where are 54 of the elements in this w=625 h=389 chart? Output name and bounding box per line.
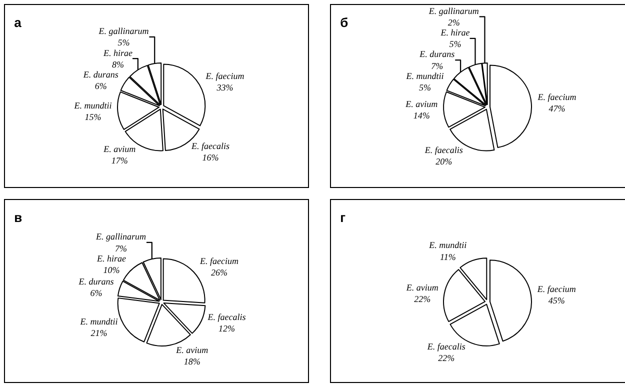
slice-label: E. faecium — [204, 70, 245, 81]
data-label: 14% — [413, 110, 430, 121]
slice-label: E. hirae — [440, 28, 470, 38]
chart-title: в — [14, 210, 22, 225]
slice-label: E. avium — [102, 144, 136, 154]
data-label: 22% — [414, 294, 431, 304]
data-label: 16% — [202, 152, 219, 163]
slice-label: E. avium — [404, 98, 438, 109]
data-label: 26% — [211, 268, 228, 278]
data-label: 12% — [218, 324, 235, 334]
slice-label: E. faecium — [536, 92, 577, 102]
data-label: 22% — [438, 353, 455, 364]
text: б — [340, 14, 348, 30]
data-label: 6% — [94, 81, 107, 92]
data-label: 5% — [418, 82, 431, 93]
chart-title: а — [14, 14, 22, 30]
slice-label: E. gallinarum — [428, 6, 480, 16]
slice-label: E. mundtii — [405, 70, 444, 81]
slice-label: E. hirae — [96, 253, 126, 264]
slice-label: E. faecium — [199, 256, 239, 266]
data-label: 20% — [436, 156, 452, 167]
slice-label: E. hirae — [102, 48, 132, 58]
data-label: 8% — [112, 59, 124, 70]
slice-label: E. durans — [78, 276, 114, 287]
slice-label: E. avium — [175, 344, 209, 355]
data-label: 2% — [448, 18, 460, 28]
data-label: 7% — [431, 60, 444, 71]
data-label: 21% — [90, 328, 108, 338]
slice-label: E. mundtii — [79, 316, 118, 326]
slice-label: E. faecalis — [426, 341, 466, 352]
data-label: 10% — [103, 265, 120, 276]
data-label: 15% — [84, 112, 102, 122]
slice-label: E. avium — [405, 282, 439, 293]
slice-label: E. durans — [418, 49, 456, 60]
data-label: 18% — [184, 356, 200, 367]
slice-label: E. gallinarum — [98, 26, 150, 36]
data-label: 5% — [449, 39, 462, 50]
data-label: 17% — [111, 156, 128, 166]
slice-label: E. mundtii — [428, 240, 468, 250]
slice-label: E. faecalis — [190, 141, 230, 152]
data-label: 7% — [114, 243, 127, 254]
data-label: 6% — [90, 288, 102, 298]
slice-label: E. faecalis — [424, 144, 464, 155]
data-label: 45% — [548, 296, 565, 306]
data-label: 47% — [548, 104, 566, 114]
slice-label: E. faecalis — [206, 312, 246, 322]
slice-label: E. gallinarum — [94, 232, 146, 242]
data-label: 5% — [118, 38, 130, 48]
data-label: 11% — [440, 252, 456, 262]
slice-label: E. mundtii — [73, 100, 112, 110]
slice-label: E. faecium — [536, 284, 576, 294]
data-label: 33% — [216, 82, 234, 93]
slice-label: E. durans — [82, 69, 119, 80]
chart-title: г — [340, 210, 346, 225]
